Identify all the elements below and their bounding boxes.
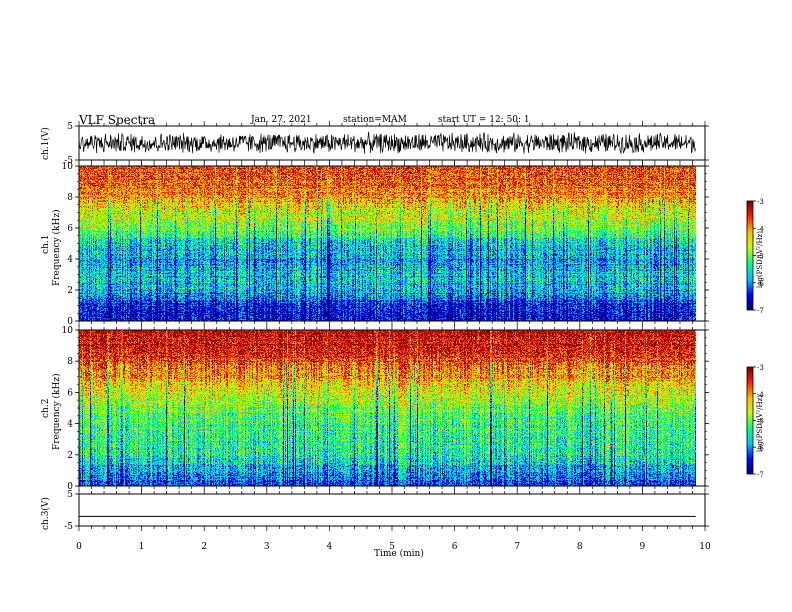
- y-tick-label: 2: [67, 451, 73, 461]
- start-time-label: start UT = 12: 50: 1: [438, 115, 530, 125]
- colorbar-frame: [746, 200, 754, 311]
- panel-frame: [78, 493, 706, 527]
- colorbar-ch1-label: log(PSD)(V²/Hz): [756, 231, 764, 288]
- y-tick-label: 4: [67, 255, 73, 265]
- x-tick-label: 2: [201, 542, 207, 552]
- x-tick-label: 6: [452, 542, 458, 552]
- ch1-waveform-ylabel: ch.1(V): [41, 127, 51, 160]
- colorbar-ch2: [747, 367, 753, 474]
- x-tick-label: 9: [640, 542, 646, 552]
- ch1-waveform-trace: [78, 131, 696, 155]
- y-tick-label: 4: [67, 420, 73, 430]
- ch1-spectrogram-ylabel-frequency: Frequency (kHz): [52, 209, 62, 286]
- colorbar-frame: [746, 366, 754, 475]
- y-tick-label: 0: [67, 317, 73, 327]
- x-tick-label: 3: [264, 542, 270, 552]
- y-tick-label: -5: [64, 156, 73, 166]
- x-tick-label: 1: [139, 542, 145, 552]
- colorbar-tick-label: -6: [757, 280, 764, 288]
- x-tick-label: 8: [577, 542, 583, 552]
- y-tick-label: 10: [62, 326, 74, 336]
- x-tick-label: 7: [514, 542, 520, 552]
- colorbar-tick-label: -6: [757, 444, 764, 452]
- figure-title: VLF Spectra: [79, 113, 156, 127]
- ch2-spectrogram-ylabel-channel: ch.2: [41, 398, 51, 418]
- y-tick-label: 10: [62, 162, 74, 172]
- colorbar-ch1: [747, 201, 753, 310]
- colorbar-tick-label: -7: [757, 307, 764, 315]
- x-tick-label: 4: [327, 542, 333, 552]
- y-tick-label: 5: [67, 122, 73, 132]
- y-tick-label: 6: [67, 388, 73, 398]
- colorbar-tick-label: -5: [757, 418, 764, 426]
- colorbar-tick-label: -4: [757, 225, 764, 233]
- colorbar-tick-label: -5: [757, 253, 764, 261]
- y-tick-label: 5: [67, 490, 73, 500]
- colorbar-tick-label: -3: [757, 364, 764, 372]
- y-tick-label: 0: [67, 482, 73, 492]
- colorbar-tick-label: -7: [757, 471, 764, 479]
- spectrogram-ch1-image: [79, 166, 696, 321]
- date-label: Jan. 27, 2021: [251, 115, 312, 125]
- x-tick-label: 0: [76, 542, 82, 552]
- colorbar-tick-label: -3: [757, 198, 764, 206]
- ch1-spectrogram-ylabel-channel: ch.1: [41, 234, 51, 254]
- y-tick-label: -5: [64, 522, 73, 532]
- x-tick-label: 5: [389, 542, 395, 552]
- spectrogram-ch2-image: [79, 330, 696, 486]
- y-tick-label: 8: [67, 357, 73, 367]
- panel-frame: [78, 329, 706, 487]
- x-tick-label: 10: [699, 542, 711, 552]
- panel-frame: [78, 165, 706, 322]
- station-label: station=MAM: [343, 115, 407, 125]
- y-tick-label: 6: [67, 224, 73, 234]
- y-tick-label: 8: [67, 193, 73, 203]
- x-axis-label: Time (min): [374, 549, 424, 559]
- y-tick-label: 2: [67, 286, 73, 296]
- colorbar-tick-label: -4: [757, 391, 764, 399]
- colorbar-ch2-label: log(PSD)(V²/Hz): [756, 395, 764, 452]
- ch2-spectrogram-ylabel-frequency: Frequency (kHz): [52, 373, 62, 450]
- ch3-waveform-ylabel: ch.3(V): [41, 497, 51, 530]
